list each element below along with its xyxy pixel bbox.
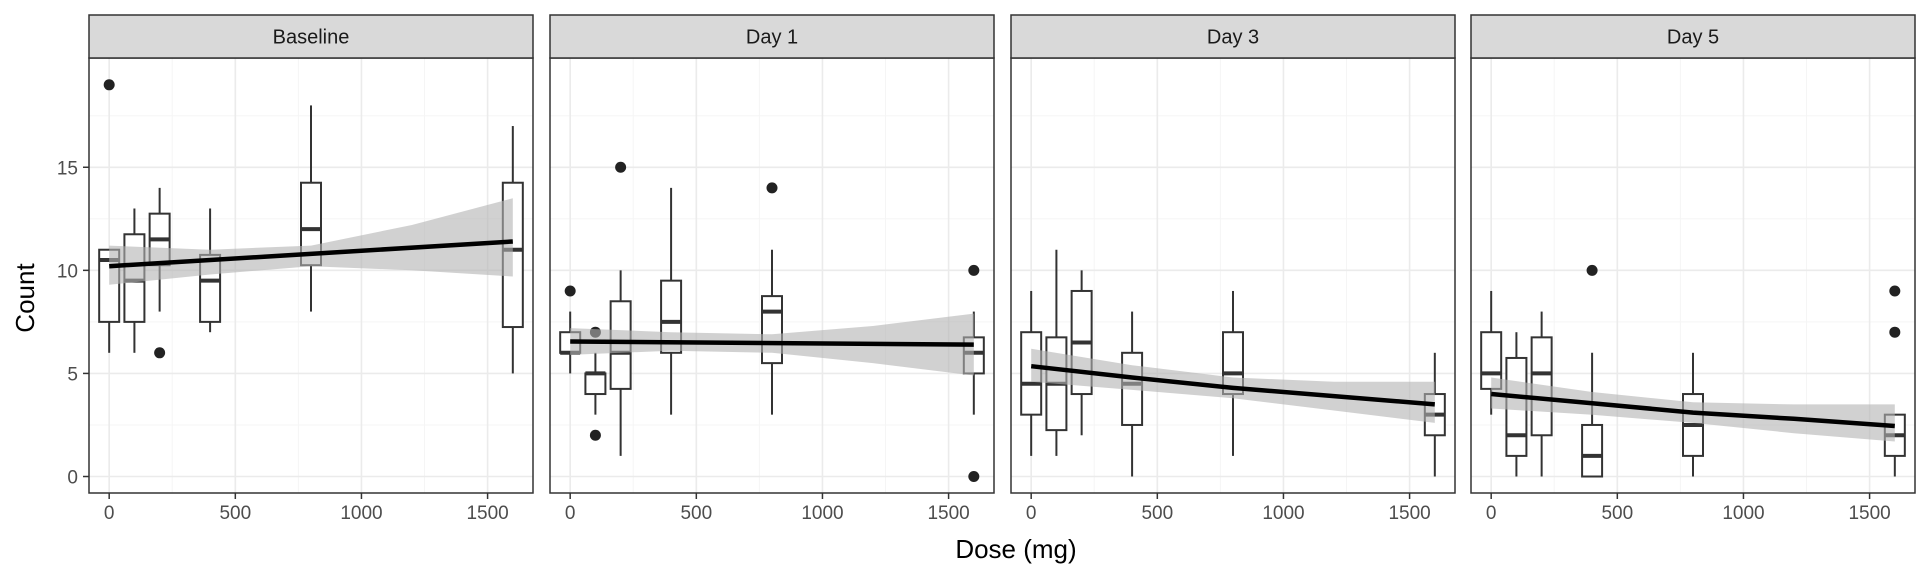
x-tick-label: 1500 [466,503,508,524]
outlier-point [103,79,115,91]
facet-panel-3: Day 5 0 500 1000 1500 [1470,14,1916,524]
fit-line [1490,391,1895,429]
facet-label: Baseline [273,27,350,49]
x-tick-label: 0 [1026,503,1037,524]
x-tick-label: 1000 [1722,503,1764,524]
outlier-point [1889,326,1901,338]
x-tick-label: 1000 [801,503,843,524]
facet-label: Day 3 [1207,27,1259,49]
boxplot-0-4 [300,105,322,312]
box-iqr [584,372,607,396]
x-tick-label: 0 [565,503,576,524]
y-axis-title: Count [10,263,40,333]
y-tick-label: 0 [67,468,78,489]
outlier-point [766,182,778,194]
x-tick-label: 1500 [1848,503,1890,524]
outlier-point [589,429,601,441]
x-tick-label: 0 [1486,503,1497,524]
y-tick-label: 5 [67,364,78,385]
x-tick-label: 0 [104,503,115,524]
facet-label: Day 1 [746,27,798,49]
y-tick-label: 10 [57,261,78,282]
x-tick-label: 500 [1141,503,1173,524]
fit-line [109,239,513,269]
facet-strip [88,14,534,59]
confidence-ribbon [109,198,513,285]
x-tick-label: 500 [1601,503,1633,524]
x-tick-label: 1000 [1262,503,1304,524]
x-tick-label: 1000 [340,503,382,524]
facet-label: Day 5 [1667,27,1719,49]
outlier-point [1889,285,1901,297]
x-axis-title: Dose (mg) [955,534,1076,564]
fit-line [1030,363,1435,407]
outlier-point [968,471,980,483]
x-tick-label: 1500 [927,503,969,524]
x-tick-label: 500 [219,503,251,524]
outlier-point [968,264,980,276]
boxplot-3-0 [1480,290,1503,415]
facet-panel-2: Day 3 0 500 1000 1500 [1010,14,1456,524]
outlier-point [564,285,576,297]
facet-strip [1470,14,1916,59]
facet-panel-1: Day 1 0 500 1000 1500 [549,14,995,524]
y-tick-label: 15 [57,158,78,179]
fit-line [570,339,974,347]
facet-panel-0: Baseline 0 500 1000 1500 0 5 10 15 [57,14,534,524]
outlier-point [1586,264,1598,276]
panels-layer: Baseline 0 500 1000 1500 0 5 10 15 Day 1 0 500 1000 1… [57,14,1916,524]
x-tick-label: 500 [680,503,712,524]
box-iqr [1581,423,1604,478]
x-tick-label: 1500 [1388,503,1430,524]
confidence-ribbon [1491,377,1895,442]
outlier-point [154,347,166,359]
facet-strip [549,14,995,59]
facet-strip [1010,14,1456,59]
outlier-point [615,161,627,173]
